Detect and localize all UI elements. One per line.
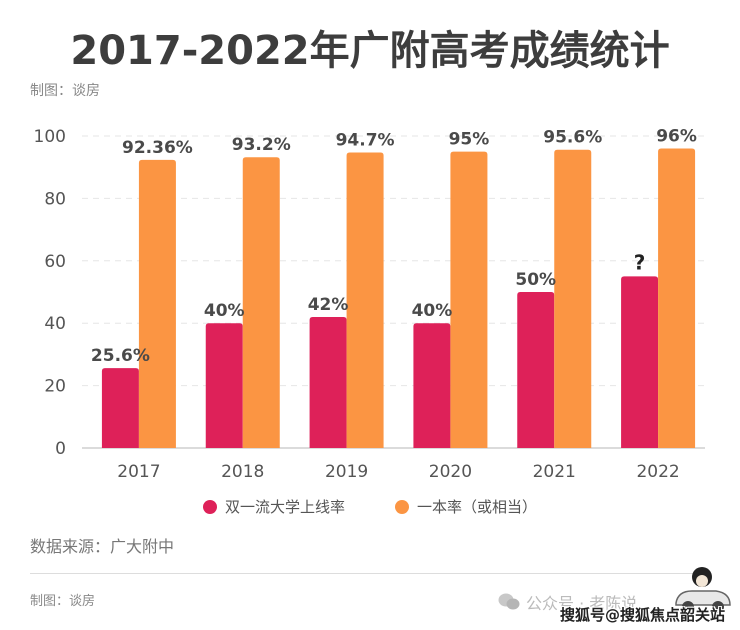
- x-tick-label: 2021: [533, 462, 576, 482]
- data-label: 40%: [204, 301, 245, 321]
- wechat-watermark-text: 公众号 · 老陈说: [526, 594, 638, 613]
- x-axis-ticks: 2017 2018 2019 2020 2021 2022: [117, 462, 679, 482]
- bar-series2-2022[interactable]: [658, 148, 696, 449]
- x-tick-label: 2020: [429, 462, 472, 482]
- bar-series2-2019[interactable]: [346, 152, 384, 448]
- bar-series2-2020[interactable]: [450, 151, 488, 448]
- legend: 双一流大学上线率 一本率（或相当）: [0, 496, 740, 517]
- data-label: 42%: [308, 295, 349, 315]
- sohu-watermark: 搜狐号@搜狐焦点韶关站: [560, 606, 726, 624]
- wechat-watermark: 公众号 · 老陈说: [498, 590, 637, 614]
- data-label: 50%: [515, 270, 556, 290]
- y-tick-label: 20: [44, 377, 66, 397]
- data-label: ?: [634, 250, 646, 274]
- bar-series1-2020[interactable]: [413, 323, 451, 448]
- data-label: 95%: [449, 130, 490, 150]
- gridlines: [82, 135, 705, 449]
- data-label: 93.2%: [232, 135, 291, 155]
- data-label: 94.7%: [336, 131, 395, 151]
- legend-label-series1: 双一流大学上线率: [224, 498, 345, 516]
- data-label: 96%: [656, 126, 697, 146]
- bar-series1-2019[interactable]: [309, 316, 347, 448]
- data-label: 25.6%: [91, 346, 150, 366]
- x-tick-label: 2017: [117, 462, 160, 482]
- bar-series2-2018[interactable]: [242, 157, 280, 448]
- bar-series1-2018[interactable]: [205, 323, 243, 448]
- bar-chart: 0 20 40 60 80 100 25.6% 92.36% 40% 93.2% 42% 94.7%…: [34, 126, 705, 482]
- credit-top: 制图：谈房: [30, 83, 100, 99]
- wechat-icon: [498, 593, 520, 610]
- y-axis-ticks: 0 20 40 60 80 100: [34, 127, 66, 459]
- x-tick-label: 2022: [636, 462, 679, 482]
- data-labels: 25.6% 92.36% 40% 93.2% 42% 94.7% 40% 95% 50% 95.6…: [91, 126, 697, 366]
- cartoon-car-icon: [675, 567, 731, 613]
- bar-series1-2022[interactable]: [621, 276, 659, 448]
- legend-item-series2[interactable]: 一本率（或相当）: [395, 496, 537, 517]
- y-tick-label: 60: [44, 252, 66, 272]
- x-tick-label: 2019: [325, 462, 368, 482]
- y-tick-label: 0: [55, 439, 66, 459]
- bars: [101, 148, 696, 449]
- bar-series1-2017[interactable]: [101, 368, 139, 448]
- data-label: 95.6%: [543, 128, 602, 148]
- x-tick-label: 2018: [221, 462, 264, 482]
- bar-series2-2017[interactable]: [138, 159, 176, 448]
- legend-label-series2: 一本率（或相当）: [417, 498, 538, 516]
- legend-swatch-series2: [395, 499, 409, 514]
- data-source: 数据来源：广大附中: [30, 537, 175, 556]
- chart-title: 2017-2022年广附高考成绩统计: [70, 28, 670, 74]
- legend-item-series1[interactable]: 双一流大学上线率: [202, 496, 345, 517]
- y-tick-label: 40: [44, 314, 66, 334]
- y-tick-label: 100: [34, 127, 66, 147]
- data-label: 92.36%: [122, 138, 193, 158]
- bar-series2-2021[interactable]: [554, 149, 592, 448]
- y-tick-label: 80: [44, 189, 66, 209]
- legend-swatch-series1: [202, 499, 217, 514]
- divider: [30, 573, 710, 574]
- credit-bottom: 制图：谈房: [30, 594, 96, 609]
- data-label: 40%: [412, 301, 453, 321]
- bar-series1-2021[interactable]: [517, 292, 555, 448]
